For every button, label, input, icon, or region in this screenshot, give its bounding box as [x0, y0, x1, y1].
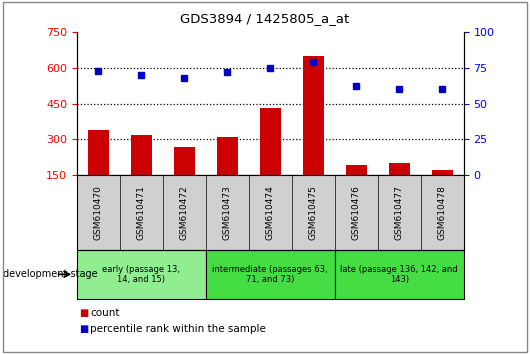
Text: early (passage 13,
14, and 15): early (passage 13, 14, and 15)	[102, 265, 180, 284]
Bar	[173, 147, 195, 211]
Bar	[87, 130, 109, 211]
Bar	[303, 56, 324, 211]
Text: GSM610472: GSM610472	[180, 185, 189, 240]
Text: GSM610470: GSM610470	[94, 185, 103, 240]
Text: late (passage 136, 142, and
143): late (passage 136, 142, and 143)	[340, 265, 458, 284]
Text: GSM610478: GSM610478	[438, 185, 447, 240]
Text: GSM610474: GSM610474	[266, 185, 275, 240]
Bar	[388, 163, 410, 211]
Text: GSM610476: GSM610476	[352, 185, 361, 240]
Bar	[130, 135, 152, 211]
Bar	[217, 137, 238, 211]
Text: ■: ■	[80, 308, 89, 318]
Bar	[431, 170, 453, 211]
Text: ■: ■	[80, 324, 89, 334]
Bar	[260, 108, 281, 211]
Bar	[346, 165, 367, 211]
Text: intermediate (passages 63,
71, and 73): intermediate (passages 63, 71, and 73)	[213, 265, 328, 284]
Text: percentile rank within the sample: percentile rank within the sample	[90, 324, 266, 334]
Text: GDS3894 / 1425805_a_at: GDS3894 / 1425805_a_at	[180, 12, 350, 25]
Text: GSM610473: GSM610473	[223, 185, 232, 240]
Text: development stage: development stage	[3, 269, 98, 279]
Text: GSM610477: GSM610477	[395, 185, 404, 240]
Text: GSM610471: GSM610471	[137, 185, 146, 240]
Text: count: count	[90, 308, 120, 318]
Text: GSM610475: GSM610475	[309, 185, 318, 240]
